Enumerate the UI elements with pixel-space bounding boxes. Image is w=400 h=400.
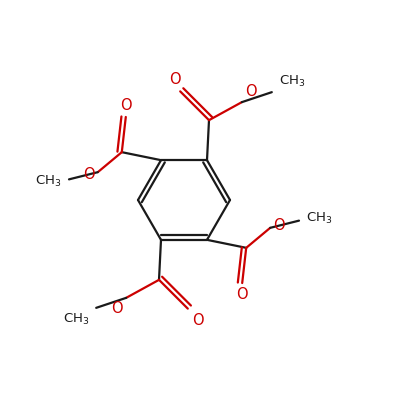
Text: O: O — [245, 84, 257, 99]
Text: CH$_3$: CH$_3$ — [306, 211, 333, 226]
Text: O: O — [274, 218, 285, 233]
Text: CH$_3$: CH$_3$ — [62, 312, 89, 327]
Text: O: O — [83, 167, 94, 182]
Text: O: O — [193, 313, 204, 328]
Text: O: O — [170, 72, 181, 87]
Text: O: O — [120, 98, 132, 113]
Text: CH$_3$: CH$_3$ — [279, 74, 306, 89]
Text: O: O — [236, 287, 248, 302]
Text: CH$_3$: CH$_3$ — [35, 174, 62, 189]
Text: O: O — [111, 301, 123, 316]
